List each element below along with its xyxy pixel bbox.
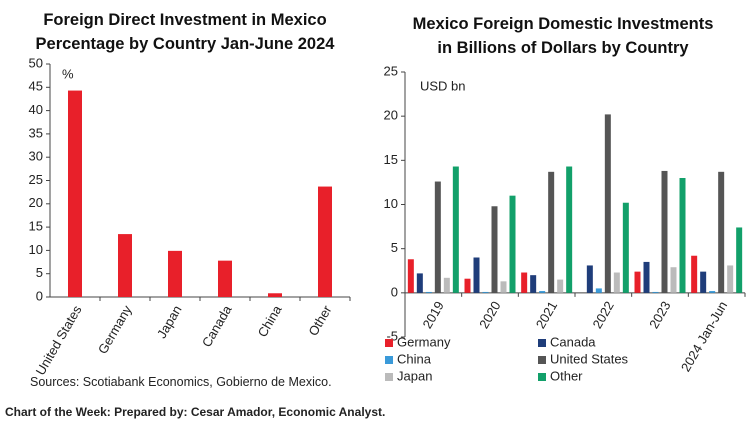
chart-title: Mexico Foreign Domestic Investments in B… bbox=[412, 15, 714, 57]
legend-swatch bbox=[538, 373, 546, 381]
legend-swatch bbox=[385, 373, 393, 381]
bar bbox=[168, 250, 182, 297]
y-tick-label: 15 bbox=[29, 219, 43, 234]
legend-swatch bbox=[538, 339, 546, 347]
y-tick-label: 50 bbox=[29, 55, 43, 70]
legend-swatch bbox=[385, 356, 393, 364]
bar bbox=[416, 273, 423, 293]
bar bbox=[218, 260, 232, 297]
y-tick-label: 10 bbox=[29, 242, 43, 257]
bar bbox=[443, 277, 450, 293]
legend-label: Japan bbox=[397, 368, 432, 383]
legend-label: United States bbox=[550, 351, 629, 366]
y-tick-label: 20 bbox=[29, 195, 43, 210]
x-tick-label: Germany bbox=[95, 302, 135, 356]
bar bbox=[643, 261, 650, 293]
bar bbox=[425, 291, 432, 293]
x-tick-label: 2019 bbox=[419, 299, 446, 332]
y-tick-label: 20 bbox=[384, 108, 398, 123]
bar bbox=[661, 170, 668, 293]
source-note: Sources: Scotiabank Economics, Gobierno … bbox=[30, 375, 332, 389]
y-tick-label: 0 bbox=[391, 284, 398, 299]
bar bbox=[670, 267, 677, 293]
y-tick-label: 30 bbox=[29, 149, 43, 164]
legend-label: China bbox=[397, 351, 432, 366]
x-tick-label: Canada bbox=[199, 302, 235, 350]
bar bbox=[679, 178, 686, 293]
bar bbox=[586, 265, 593, 293]
bar bbox=[622, 202, 629, 293]
legend-label: Germany bbox=[397, 334, 451, 349]
chart-title: Foreign Direct Investment in Mexico Perc… bbox=[35, 11, 335, 53]
bar bbox=[407, 259, 414, 293]
x-tick-label: United States bbox=[33, 302, 85, 378]
y-tick-label: 25 bbox=[29, 172, 43, 187]
bar bbox=[709, 291, 716, 293]
legend-swatch bbox=[385, 339, 393, 347]
x-tick-label: 2021 bbox=[533, 299, 560, 332]
y-tick-label: 15 bbox=[384, 152, 398, 167]
x-tick-label: Other bbox=[305, 302, 335, 338]
bar bbox=[482, 291, 489, 293]
x-tick-label: China bbox=[255, 302, 285, 340]
bar bbox=[557, 279, 564, 293]
annotation: USD bn bbox=[420, 78, 466, 93]
bar bbox=[566, 166, 573, 293]
bar bbox=[530, 275, 537, 293]
y-tick-label: 5 bbox=[36, 265, 43, 280]
bar bbox=[452, 166, 459, 293]
y-tick-label: 0 bbox=[36, 288, 43, 303]
bar bbox=[613, 272, 620, 293]
bar bbox=[509, 195, 516, 293]
bar bbox=[548, 171, 555, 293]
x-tick-label: 2020 bbox=[476, 299, 503, 332]
bar bbox=[700, 271, 707, 293]
annotation: % bbox=[62, 66, 74, 81]
bar bbox=[434, 181, 441, 293]
y-tick-label: 25 bbox=[384, 63, 398, 78]
legend-swatch bbox=[538, 356, 546, 364]
legend-label: Canada bbox=[550, 334, 596, 349]
y-tick-label: 10 bbox=[384, 196, 398, 211]
bar bbox=[691, 255, 698, 293]
y-tick-label: -5 bbox=[386, 328, 398, 343]
y-tick-label: 40 bbox=[29, 102, 43, 117]
bar bbox=[652, 291, 659, 293]
bar bbox=[268, 293, 282, 297]
x-tick-label: 2022 bbox=[589, 299, 616, 332]
bar bbox=[727, 265, 734, 293]
x-tick-label: Japan bbox=[154, 303, 185, 341]
x-tick-label: 2024 Jan-Jun bbox=[678, 299, 730, 375]
bar bbox=[500, 281, 507, 293]
bar bbox=[604, 114, 611, 293]
bar bbox=[634, 271, 641, 293]
bar bbox=[491, 206, 498, 293]
x-tick-label: 2023 bbox=[646, 299, 673, 332]
bar bbox=[521, 272, 528, 293]
bar bbox=[539, 291, 546, 293]
bar bbox=[736, 227, 743, 293]
bar bbox=[318, 186, 332, 297]
legend-label: Other bbox=[550, 368, 583, 383]
bar bbox=[473, 257, 480, 293]
y-tick-label: 45 bbox=[29, 79, 43, 94]
bar bbox=[68, 90, 82, 297]
footer: Chart of the Week: Prepared by: Cesar Am… bbox=[5, 405, 386, 419]
bar bbox=[464, 278, 471, 293]
bar bbox=[118, 234, 132, 297]
bar bbox=[595, 288, 602, 293]
y-tick-label: 35 bbox=[29, 125, 43, 140]
y-tick-label: 5 bbox=[391, 240, 398, 255]
bar bbox=[718, 171, 725, 293]
